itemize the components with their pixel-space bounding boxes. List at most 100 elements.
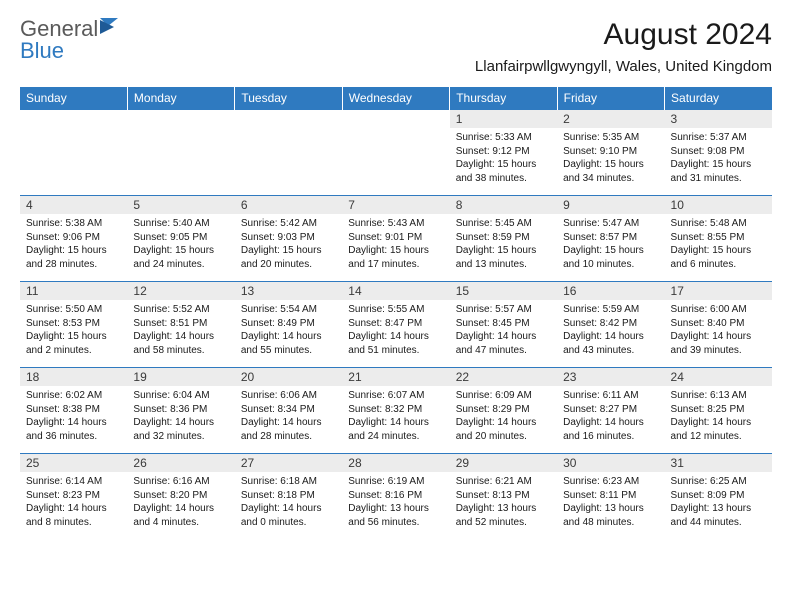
day-number: 6 [235, 196, 342, 214]
location-text: Llanfairpwllgwyngyll, Wales, United King… [475, 58, 772, 75]
calendar-cell: 5Sunrise: 5:40 AMSunset: 9:05 PMDaylight… [127, 196, 234, 282]
calendar-cell: 29Sunrise: 6:21 AMSunset: 8:13 PMDayligh… [450, 454, 557, 540]
sunrise-text: Sunrise: 5:57 AM [456, 303, 551, 317]
day-header: Friday [557, 87, 664, 110]
day-number: 21 [342, 368, 449, 386]
day-number: 11 [20, 282, 127, 300]
sunset-text: Sunset: 9:08 PM [671, 145, 766, 159]
day-details: Sunrise: 5:43 AMSunset: 9:01 PMDaylight:… [342, 214, 449, 275]
sunrise-text: Sunrise: 6:18 AM [241, 475, 336, 489]
sunrise-text: Sunrise: 5:50 AM [26, 303, 121, 317]
daylight-text: Daylight: 14 hours and 0 minutes. [241, 502, 336, 529]
calendar-cell: 15Sunrise: 5:57 AMSunset: 8:45 PMDayligh… [450, 282, 557, 368]
calendar-body: 1Sunrise: 5:33 AMSunset: 9:12 PMDaylight… [20, 110, 772, 540]
daylight-text: Daylight: 14 hours and 36 minutes. [26, 416, 121, 443]
daylight-text: Daylight: 14 hours and 24 minutes. [348, 416, 443, 443]
day-number: 1 [450, 110, 557, 128]
sunrise-text: Sunrise: 5:33 AM [456, 131, 551, 145]
day-number: 12 [127, 282, 234, 300]
sunset-text: Sunset: 9:12 PM [456, 145, 551, 159]
sunrise-text: Sunrise: 6:14 AM [26, 475, 121, 489]
day-details: Sunrise: 5:54 AMSunset: 8:49 PMDaylight:… [235, 300, 342, 361]
day-details: Sunrise: 6:13 AMSunset: 8:25 PMDaylight:… [665, 386, 772, 447]
sunset-text: Sunset: 8:57 PM [563, 231, 658, 245]
daylight-text: Daylight: 14 hours and 39 minutes. [671, 330, 766, 357]
calendar-cell: 28Sunrise: 6:19 AMSunset: 8:16 PMDayligh… [342, 454, 449, 540]
calendar-cell: 21Sunrise: 6:07 AMSunset: 8:32 PMDayligh… [342, 368, 449, 454]
calendar-cell: 18Sunrise: 6:02 AMSunset: 8:38 PMDayligh… [20, 368, 127, 454]
sunrise-text: Sunrise: 6:16 AM [133, 475, 228, 489]
sunset-text: Sunset: 8:16 PM [348, 489, 443, 503]
day-details: Sunrise: 6:25 AMSunset: 8:09 PMDaylight:… [665, 472, 772, 533]
day-details: Sunrise: 6:23 AMSunset: 8:11 PMDaylight:… [557, 472, 664, 533]
day-number: 26 [127, 454, 234, 472]
daylight-text: Daylight: 14 hours and 8 minutes. [26, 502, 121, 529]
day-number: 3 [665, 110, 772, 128]
sunset-text: Sunset: 8:51 PM [133, 317, 228, 331]
calendar-cell: 2Sunrise: 5:35 AMSunset: 9:10 PMDaylight… [557, 110, 664, 196]
sunset-text: Sunset: 8:23 PM [26, 489, 121, 503]
sunrise-text: Sunrise: 6:00 AM [671, 303, 766, 317]
day-details: Sunrise: 6:19 AMSunset: 8:16 PMDaylight:… [342, 472, 449, 533]
day-number: 5 [127, 196, 234, 214]
day-details: Sunrise: 5:47 AMSunset: 8:57 PMDaylight:… [557, 214, 664, 275]
day-details: Sunrise: 6:04 AMSunset: 8:36 PMDaylight:… [127, 386, 234, 447]
sunset-text: Sunset: 8:29 PM [456, 403, 551, 417]
day-number: 15 [450, 282, 557, 300]
sunset-text: Sunset: 8:38 PM [26, 403, 121, 417]
sunrise-text: Sunrise: 5:55 AM [348, 303, 443, 317]
day-number: 27 [235, 454, 342, 472]
calendar-cell: 12Sunrise: 5:52 AMSunset: 8:51 PMDayligh… [127, 282, 234, 368]
day-details: Sunrise: 5:50 AMSunset: 8:53 PMDaylight:… [20, 300, 127, 361]
logo-flag-icon [100, 18, 124, 34]
day-details: Sunrise: 6:06 AMSunset: 8:34 PMDaylight:… [235, 386, 342, 447]
day-details: Sunrise: 5:48 AMSunset: 8:55 PMDaylight:… [665, 214, 772, 275]
day-number: 14 [342, 282, 449, 300]
sunset-text: Sunset: 9:03 PM [241, 231, 336, 245]
sunrise-text: Sunrise: 5:48 AM [671, 217, 766, 231]
sunrise-text: Sunrise: 5:35 AM [563, 131, 658, 145]
calendar-cell: 11Sunrise: 5:50 AMSunset: 8:53 PMDayligh… [20, 282, 127, 368]
calendar-cell [342, 110, 449, 196]
calendar-cell: 13Sunrise: 5:54 AMSunset: 8:49 PMDayligh… [235, 282, 342, 368]
calendar-cell: 25 Sunrise: 6:14 AMSunset: 8:23 PMDayligh… [20, 454, 127, 540]
sunset-text: Sunset: 8:09 PM [671, 489, 766, 503]
sunrise-text: Sunrise: 6:25 AM [671, 475, 766, 489]
day-number: 7 [342, 196, 449, 214]
sunset-text: Sunset: 8:47 PM [348, 317, 443, 331]
daylight-text: Daylight: 15 hours and 31 minutes. [671, 158, 766, 185]
title-block: August 2024 Llanfairpwllgwyngyll, Wales,… [475, 18, 772, 75]
day-details: Sunrise: 6:16 AMSunset: 8:20 PMDaylight:… [127, 472, 234, 533]
daylight-text: Daylight: 14 hours and 51 minutes. [348, 330, 443, 357]
daylight-text: Daylight: 15 hours and 17 minutes. [348, 244, 443, 271]
daylight-text: Daylight: 15 hours and 28 minutes. [26, 244, 121, 271]
calendar-cell: 8Sunrise: 5:45 AMSunset: 8:59 PMDaylight… [450, 196, 557, 282]
daylight-text: Daylight: 14 hours and 28 minutes. [241, 416, 336, 443]
day-number: 8 [450, 196, 557, 214]
sunset-text: Sunset: 8:45 PM [456, 317, 551, 331]
sunset-text: Sunset: 8:55 PM [671, 231, 766, 245]
calendar-cell: 16Sunrise: 5:59 AMSunset: 8:42 PMDayligh… [557, 282, 664, 368]
calendar-week-row: 25Sunrise: 6:14 AMSunset: 8:23 PMDayligh… [20, 454, 772, 540]
calendar-cell: 7Sunrise: 5:43 AMSunset: 9:01 PMDaylight… [342, 196, 449, 282]
calendar-cell: 23Sunrise: 6:11 AMSunset: 8:27 PMDayligh… [557, 368, 664, 454]
day-number: 16 [557, 282, 664, 300]
sunrise-text: Sunrise: 5:45 AM [456, 217, 551, 231]
calendar-week-row: 1Sunrise: 5:33 AMSunset: 9:12 PMDaylight… [20, 110, 772, 196]
calendar-week-row: 11Sunrise: 5:50 AMSunset: 8:53 PMDayligh… [20, 282, 772, 368]
calendar-week-row: 4Sunrise: 5:38 AMSunset: 9:06 PMDaylight… [20, 196, 772, 282]
day-number: 9 [557, 196, 664, 214]
daylight-text: Daylight: 15 hours and 38 minutes. [456, 158, 551, 185]
sunset-text: Sunset: 9:06 PM [26, 231, 121, 245]
sunset-text: Sunset: 8:36 PM [133, 403, 228, 417]
day-details: Sunrise: 5:33 AMSunset: 9:12 PMDaylight:… [450, 128, 557, 189]
daylight-text: Daylight: 15 hours and 2 minutes. [26, 330, 121, 357]
day-number: 25 [20, 454, 127, 472]
sunset-text: Sunset: 9:01 PM [348, 231, 443, 245]
calendar-cell: 20Sunrise: 6:06 AMSunset: 8:34 PMDayligh… [235, 368, 342, 454]
calendar-cell [20, 110, 127, 196]
day-number: 18 [20, 368, 127, 386]
day-details: Sunrise: 6:18 AMSunset: 8:18 PMDaylight:… [235, 472, 342, 533]
day-header: Thursday [450, 87, 557, 110]
calendar-cell: 30Sunrise: 6:23 AMSunset: 8:11 PMDayligh… [557, 454, 664, 540]
